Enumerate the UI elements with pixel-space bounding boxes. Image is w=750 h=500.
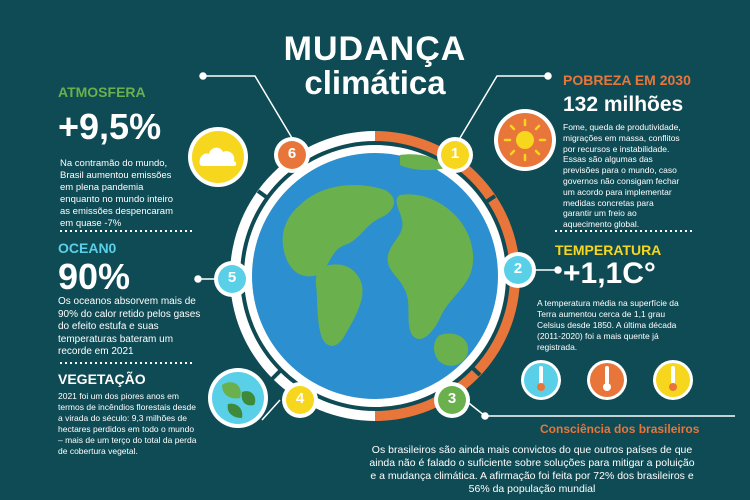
cloud-icon <box>188 127 248 187</box>
atmosfera-heading: ATMOSFERA <box>58 84 146 100</box>
atmosfera-value: +9,5% <box>58 106 162 147</box>
pobreza-text: Fome, queda de produtividade, migrações … <box>563 122 681 230</box>
connector-lines <box>194 72 735 421</box>
connector-4 <box>261 399 281 421</box>
sun-icon <box>494 109 556 171</box>
connector-1 <box>459 75 548 139</box>
circle-number-4: 4 <box>295 390 305 407</box>
number-circles <box>214 137 536 418</box>
title-line2: climática <box>304 64 446 101</box>
vegetacao-text: 2021 foi um dos piores anos em termos de… <box>58 391 197 456</box>
pobreza-heading: POBREZA EM 2030 <box>563 72 691 88</box>
temperatura-value: +1,1C° <box>563 257 656 290</box>
circle-number-1: 1 <box>450 145 460 162</box>
earth-continents <box>282 154 474 366</box>
leaves-icon <box>208 368 268 428</box>
vegetacao-heading: VEGETAÇÃO <box>58 371 146 387</box>
thermometer-icon-warm <box>587 360 627 400</box>
thermometer-icon-cold <box>521 360 561 400</box>
oceano-value: 90% <box>58 256 131 297</box>
consciencia-text: Os brasileiros são ainda mais convictos … <box>369 444 695 495</box>
connector-3 <box>464 399 735 417</box>
pobreza-value: 132 milhões <box>563 93 684 116</box>
temperatura-text: A temperatura média na superfície da Ter… <box>537 298 679 352</box>
atmosfera-text: Na contramão do mundo, Brasil aumentou e… <box>60 158 174 229</box>
circle-number-5: 5 <box>227 269 237 286</box>
temperatura-heading: TEMPERATURA <box>555 242 662 258</box>
oceano-text: Os oceanos absorvem mais de 90% do calor… <box>58 296 201 357</box>
consciencia-heading: Consciência dos brasileiros <box>540 422 700 436</box>
oceano-heading: OCEAN0 <box>58 240 117 256</box>
circle-number-6: 6 <box>287 145 297 162</box>
circle-number-3: 3 <box>447 390 457 407</box>
circle-number-2: 2 <box>513 260 523 277</box>
title-line1: MUDANÇA <box>283 30 467 68</box>
connector-6 <box>203 75 293 139</box>
thermometer-icon-hot <box>653 360 693 400</box>
